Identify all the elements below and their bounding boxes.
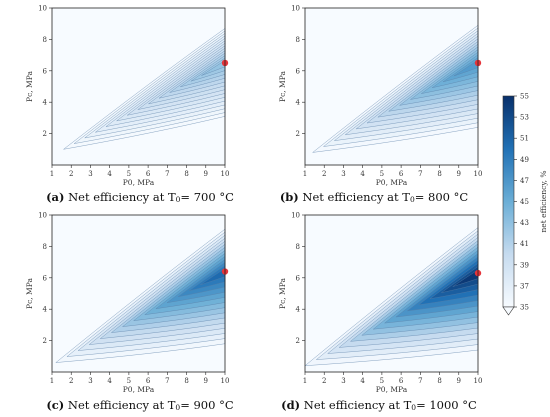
y-tick-label-b-10: 10: [291, 5, 300, 13]
y-tick-label-c-6: 6: [43, 274, 48, 282]
x-tick-label-b-1: 1: [303, 170, 307, 178]
caption-b: (b) Net efficiency at T0= 800 °C: [279, 190, 469, 204]
x-tick-label-d-7: 7: [418, 377, 422, 385]
colorbar-tick-label-43: 43: [520, 219, 529, 227]
x-tick-label-a-2: 2: [69, 170, 73, 178]
y-tick-label-b-4: 4: [296, 99, 301, 107]
y-axis-label-d: Pc, MPa: [278, 278, 287, 309]
colorbar-scale: [502, 95, 515, 308]
x-tick-label-c-5: 5: [127, 377, 131, 385]
x-tick-label-b-8: 8: [437, 170, 441, 178]
panel-b: 1 2 3 4 5 6 7 8 9 10 2 4 6 8 10 P0, MPa Pc, MPa: [278, 5, 482, 188]
panel-d: 1 2 3 4 5 6 7 8 9 10 2 4 6 8 10 P0, MPa Pc, MPa: [278, 212, 482, 395]
x-tick-label-b-9: 9: [457, 170, 461, 178]
y-axis-label-c: Pc, MPa: [25, 278, 34, 309]
y-tick-label-d-6: 6: [296, 274, 301, 282]
x-tick-label-d-2: 2: [322, 377, 326, 385]
y-tick-label-b-8: 8: [296, 36, 300, 44]
caption-c: (c) Net efficiency at T0= 900 °C: [46, 398, 234, 412]
caption-d: (d) Net efficiency at T0= 1000 °C: [281, 398, 477, 412]
x-tick-label-b-2: 2: [322, 170, 326, 178]
x-tick-label-a-9: 9: [204, 170, 208, 178]
x-tick-label-d-10: 10: [474, 377, 483, 385]
x-tick-label-b-10: 10: [474, 170, 483, 178]
x-axis-label-d: P0, MPa: [376, 385, 408, 394]
axes-frame-d: [304, 214, 479, 373]
y-tick-label-c-2: 2: [43, 337, 47, 345]
y-tick-label-a-10: 10: [38, 5, 47, 13]
x-tick-label-a-7: 7: [165, 170, 169, 178]
x-tick-label-c-4: 4: [107, 377, 112, 385]
x-tick-label-c-3: 3: [88, 377, 92, 385]
y-tick-label-a-8: 8: [43, 36, 47, 44]
x-tick-label-c-10: 10: [221, 377, 230, 385]
panel-c: 1 2 3 4 5 6 7 8 9 10 2 4 6 8 10 P0, MPa Pc, MPa: [25, 212, 229, 395]
x-tick-label-d-6: 6: [399, 377, 404, 385]
caption-a: (a) Net efficiency at T0= 700 °C: [46, 190, 234, 204]
x-tick-label-d-3: 3: [341, 377, 345, 385]
x-tick-label-b-3: 3: [341, 170, 345, 178]
x-tick-label-d-1: 1: [303, 377, 307, 385]
x-tick-label-b-6: 6: [399, 170, 404, 178]
x-axis-label-b: P0, MPa: [376, 178, 408, 187]
x-tick-label-a-8: 8: [184, 170, 188, 178]
colorbar-tick-label-49: 49: [520, 156, 529, 164]
axes-frame-c: [51, 214, 226, 373]
x-tick-label-b-7: 7: [418, 170, 422, 178]
y-tick-label-a-4: 4: [43, 99, 48, 107]
x-tick-label-c-2: 2: [69, 377, 73, 385]
colorbar-tick-label-47: 47: [520, 177, 529, 185]
y-tick-label-c-4: 4: [43, 306, 48, 314]
y-tick-label-c-10: 10: [38, 212, 47, 220]
x-tick-label-b-5: 5: [380, 170, 384, 178]
y-tick-label-c-8: 8: [43, 243, 47, 251]
colorbar-tick-label-35: 35: [520, 304, 529, 312]
y-axis-label-a: Pc, MPa: [25, 71, 34, 102]
colorbar-tick-label-51: 51: [520, 135, 529, 143]
colorbar-tick-label-53: 53: [520, 114, 529, 122]
x-tick-label-d-8: 8: [437, 377, 441, 385]
y-tick-label-a-2: 2: [43, 130, 47, 138]
x-tick-label-a-10: 10: [221, 170, 230, 178]
x-tick-label-a-1: 1: [50, 170, 54, 178]
colorbar-tick-label-45: 45: [520, 198, 529, 206]
colorbar-tick-label-37: 37: [520, 282, 529, 290]
x-axis-label-a: P0, MPa: [123, 178, 155, 187]
y-tick-label-d-10: 10: [291, 212, 300, 220]
x-tick-label-c-9: 9: [204, 377, 208, 385]
x-tick-label-c-1: 1: [50, 377, 54, 385]
x-tick-label-b-4: 4: [360, 170, 365, 178]
colorbar-tick-label-55: 55: [520, 93, 529, 101]
colorbar: 55 53 51 49 47 45 43 41 39 37 35 net efficiency, %: [502, 93, 548, 316]
x-tick-label-a-6: 6: [146, 170, 151, 178]
y-tick-label-b-6: 6: [296, 67, 301, 75]
y-tick-label-b-2: 2: [296, 130, 300, 138]
colorbar-tick-label-41: 41: [520, 240, 529, 248]
colorbar-tick-label-39: 39: [520, 261, 529, 269]
x-tick-label-a-5: 5: [127, 170, 131, 178]
panel-a: 1 2 3 4 5 6 7 8 9 10 2 4 6 8 10 P0, MPa Pc, MPa: [25, 5, 229, 188]
x-tick-label-c-8: 8: [184, 377, 188, 385]
x-tick-label-c-7: 7: [165, 377, 169, 385]
x-axis-label-c: P0, MPa: [123, 385, 155, 394]
x-tick-label-d-4: 4: [360, 377, 365, 385]
colorbar-extension: [502, 306, 515, 316]
y-tick-label-d-2: 2: [296, 337, 300, 345]
y-tick-label-a-6: 6: [43, 67, 48, 75]
x-tick-label-a-4: 4: [107, 170, 112, 178]
axes-frame-a: [51, 7, 226, 166]
x-tick-label-d-5: 5: [380, 377, 384, 385]
axes-frame-b: [304, 7, 479, 166]
y-axis-label-b: Pc, MPa: [278, 71, 287, 102]
x-tick-label-a-3: 3: [88, 170, 92, 178]
x-tick-label-d-9: 9: [457, 377, 461, 385]
y-tick-label-d-4: 4: [296, 306, 301, 314]
x-tick-label-c-6: 6: [146, 377, 151, 385]
y-tick-label-d-8: 8: [296, 243, 300, 251]
colorbar-label: net efficiency, %: [539, 170, 548, 232]
